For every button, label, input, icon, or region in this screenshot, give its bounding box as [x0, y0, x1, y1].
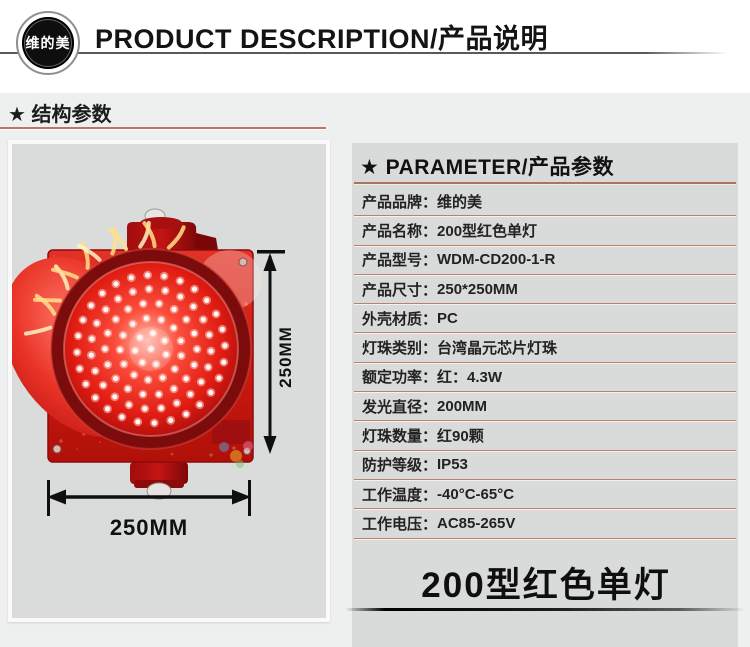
param-value: 250*250MM	[437, 280, 518, 298]
parameter-underline	[354, 182, 736, 184]
param-label: 工作温度：	[362, 486, 438, 504]
bottom-mount	[130, 462, 188, 500]
param-label: 产品品牌：	[362, 193, 438, 211]
param-row: 工作电压： AC85-265V	[354, 509, 736, 539]
parameter-title: ★ PARAMETER/产品参数	[360, 156, 614, 179]
led-array	[72, 270, 230, 428]
traffic-light-illustration: 250MM 250MM	[12, 208, 295, 540]
param-label: 工作电压：	[362, 515, 438, 533]
height-dimension: 250MM	[257, 250, 295, 454]
param-row: 灯珠数量： 红90颗	[354, 421, 736, 451]
param-row: 额定功率： 红：4.3W	[354, 363, 736, 393]
param-label: 防护等级：	[362, 457, 438, 475]
param-value: 维的美	[437, 193, 483, 211]
param-table: 产品品牌： 维的美 产品名称： 200型红色单灯 产品型号： WDM-CD200-1-R 产…	[354, 187, 736, 539]
param-label: 灯珠数量：	[362, 428, 438, 446]
param-value: 200型红色单灯	[437, 222, 538, 240]
param-row: 工作温度： -40°C-65°C	[354, 480, 736, 510]
param-row: 产品名称： 200型红色单灯	[354, 216, 736, 246]
product-image: 250MM 250MM	[12, 144, 326, 618]
content-area: ★ 结构参数	[0, 93, 750, 647]
brand-logo-disc: 维的美	[22, 17, 74, 69]
page-title: PRODUCT DESCRIPTION/产品说明	[95, 24, 549, 54]
footer-product-name: 200型红色单灯	[421, 566, 671, 605]
param-label: 产品尺寸：	[362, 281, 438, 299]
param-label: 外壳材质：	[362, 310, 438, 328]
width-dim-label: 250MM	[110, 515, 188, 540]
param-label: 产品名称：	[362, 222, 438, 240]
param-row: 发光直径： 200MM	[354, 392, 736, 422]
brand-logo-text: 维的美	[25, 35, 71, 51]
param-value: AC85-265V	[437, 514, 516, 532]
param-row: 防护等级： IP53	[354, 451, 736, 480]
param-row: 产品型号： WDM-CD200-1-R	[354, 246, 736, 275]
param-value: IP53	[437, 456, 468, 474]
screw-icon	[238, 257, 248, 267]
section-underline	[0, 127, 326, 129]
parameter-panel: ★ PARAMETER/产品参数 产品品牌： 维的美 产品名称： 200型红色单灯 产品…	[352, 143, 738, 647]
param-row: 灯珠类别： 台湾晶元芯片灯珠	[354, 333, 736, 363]
param-row: 外壳材质： PC	[354, 304, 736, 334]
header-divider	[0, 52, 750, 54]
product-image-panel: 250MM 250MM	[8, 140, 330, 622]
width-dimension: 250MM	[47, 480, 251, 540]
brand-logo: 维的美	[16, 11, 80, 75]
height-dim-label: 250MM	[276, 326, 295, 388]
red-lens	[50, 248, 252, 450]
screw-icon	[52, 444, 62, 454]
param-label: 灯珠类别：	[362, 340, 438, 358]
param-value: 200MM	[437, 397, 488, 415]
section-title: ★ 结构参数	[8, 104, 112, 126]
param-label: 发光直径：	[362, 398, 438, 416]
footer-divider	[345, 608, 745, 611]
param-label: 产品型号：	[362, 252, 438, 270]
param-row: 产品品牌： 维的美	[354, 187, 736, 217]
param-value: -40°C-65°C	[437, 485, 515, 503]
param-value: 红90颗	[437, 428, 484, 446]
param-value: 红：4.3W	[437, 369, 503, 387]
param-value: WDM-CD200-1-R	[437, 251, 556, 269]
param-row: 产品尺寸： 250*250MM	[354, 275, 736, 305]
param-value: 台湾晶元芯片灯珠	[437, 340, 558, 358]
param-label: 额定功率：	[362, 369, 438, 387]
page-header: 维的美 PRODUCT DESCRIPTION/产品说明	[0, 0, 750, 93]
param-value: PC	[437, 309, 458, 327]
watermark	[219, 441, 253, 468]
